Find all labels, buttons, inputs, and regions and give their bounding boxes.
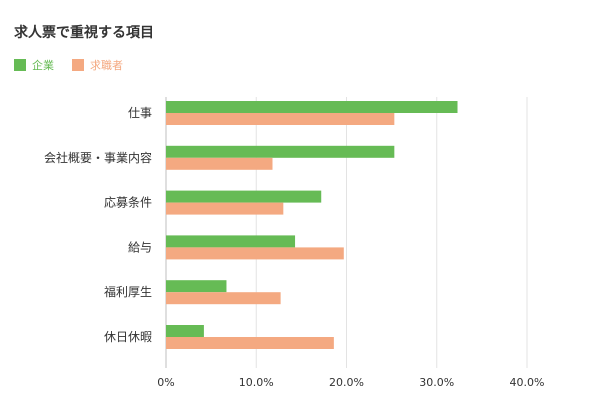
bar-kyuushokusha bbox=[166, 113, 395, 125]
x-tick-label: 20.0% bbox=[329, 376, 364, 389]
legend-label-kyuushokusha: 求職者 bbox=[90, 59, 123, 72]
bar-kyuushokusha bbox=[166, 337, 334, 349]
category-label: 給与 bbox=[128, 240, 152, 254]
bar-kigyou bbox=[166, 325, 204, 337]
legend-item-kyuushokusha: 求職者 bbox=[72, 57, 123, 73]
legend: 企業 求職者 bbox=[14, 57, 141, 73]
x-tick-label: 40.0% bbox=[510, 376, 545, 389]
bar-kigyou bbox=[166, 235, 296, 248]
legend-item-kigyou: 企業 bbox=[14, 57, 54, 73]
legend-label-kigyou: 企業 bbox=[32, 59, 54, 72]
bar-kigyou bbox=[166, 280, 227, 293]
bar-kyuushokusha bbox=[166, 247, 344, 260]
bar-kyuushokusha bbox=[166, 292, 281, 305]
legend-swatch-kigyou bbox=[14, 59, 26, 71]
x-tick-label: 30.0% bbox=[419, 376, 454, 389]
bar-kigyou bbox=[166, 190, 322, 203]
category-label: 仕事 bbox=[128, 106, 152, 120]
category-label: 福利厚生 bbox=[104, 284, 152, 299]
category-label: 応募条件 bbox=[104, 196, 152, 210]
x-tick-label: 10.0% bbox=[239, 376, 274, 389]
chart-title: 求人票で重視する項目 bbox=[14, 25, 154, 41]
category-label: 会社概要・事業内容 bbox=[44, 150, 152, 165]
bar-kyuushokusha bbox=[166, 157, 273, 170]
bar-kigyou bbox=[166, 101, 458, 113]
x-tick-label: 0% bbox=[157, 376, 174, 389]
bar-kigyou bbox=[166, 145, 395, 158]
bar-kyuushokusha bbox=[166, 202, 284, 215]
category-label: 休日休暇 bbox=[104, 330, 152, 344]
legend-swatch-kyuushokusha bbox=[72, 59, 84, 71]
